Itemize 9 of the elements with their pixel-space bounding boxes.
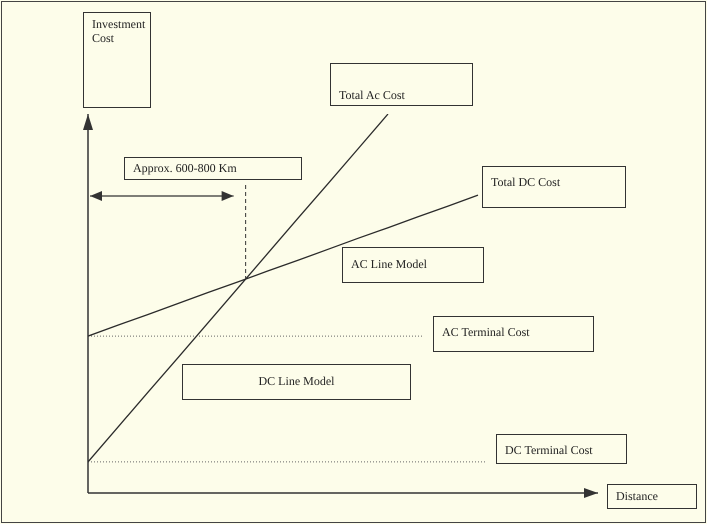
label-box: Total Ac Cost	[330, 63, 473, 106]
label-box: AC Line Model	[342, 247, 484, 283]
label-box: DC Terminal Cost	[496, 434, 627, 464]
label-box: Approx. 600-800 Km	[124, 157, 302, 180]
label-box: Distance	[607, 484, 697, 509]
label-box: Total DC Cost	[482, 166, 626, 208]
label-box: Investment Cost	[83, 12, 151, 108]
label-box: AC Terminal Cost	[433, 316, 594, 352]
label-box: DC Line Model	[182, 364, 411, 400]
